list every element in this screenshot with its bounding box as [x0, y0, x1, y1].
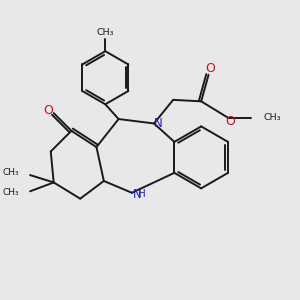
Text: CH₃: CH₃: [2, 168, 19, 177]
Text: CH₃: CH₃: [2, 188, 19, 197]
Text: N: N: [133, 188, 141, 201]
Text: O: O: [226, 116, 236, 128]
Text: H: H: [138, 189, 146, 199]
Text: CH₃: CH₃: [263, 113, 281, 122]
Text: CH₃: CH₃: [97, 28, 114, 38]
Text: O: O: [44, 104, 53, 117]
Text: O: O: [205, 62, 215, 75]
Text: N: N: [153, 117, 162, 130]
